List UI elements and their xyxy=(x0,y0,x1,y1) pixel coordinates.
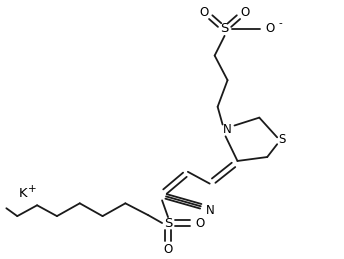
Text: -: - xyxy=(278,18,282,28)
Text: O: O xyxy=(195,217,204,229)
Text: S: S xyxy=(278,133,286,146)
Text: O: O xyxy=(266,23,275,35)
Text: N: N xyxy=(223,123,232,136)
Text: O: O xyxy=(199,6,208,19)
Text: O: O xyxy=(163,243,173,256)
Text: N: N xyxy=(206,204,215,217)
Text: S: S xyxy=(221,23,229,35)
Text: O: O xyxy=(241,6,250,19)
Text: K: K xyxy=(19,187,28,200)
Text: +: + xyxy=(28,184,36,193)
Text: S: S xyxy=(164,217,172,229)
